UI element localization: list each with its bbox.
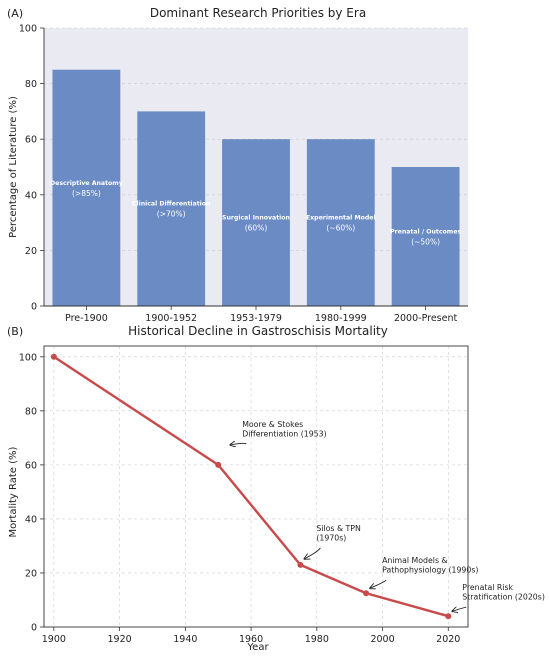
annotation-arrow (304, 547, 321, 559)
data-point (363, 590, 370, 597)
bar (222, 139, 290, 306)
bar (137, 111, 206, 307)
x-tick-label: 1980-1999 (315, 313, 367, 324)
x-tick-label: 1980 (305, 634, 329, 645)
bar-data-label-value: (>85%) (72, 189, 101, 198)
bar (52, 69, 121, 306)
x-tick-label: 1900 (42, 634, 66, 645)
panel-a-y-axis-label: Percentage of Literature (%) (8, 96, 19, 238)
panel-b-y-axis-label: Mortality Rate (%) (8, 446, 19, 537)
panel-b-chart: (B) Historical Decline in Gastroschisis … (7, 324, 545, 653)
data-point (50, 353, 57, 360)
annotation-arrow (230, 443, 247, 445)
bar-data-label: Surgical Innovation (222, 215, 290, 222)
annotation-text: Prenatal Risk (462, 583, 513, 592)
plot-area (44, 346, 468, 627)
annotation-arrow (370, 579, 387, 588)
x-tick-label: 1940 (173, 634, 197, 645)
plot-frame (43, 345, 469, 628)
x-tick-label: 2000-Present (394, 313, 458, 324)
panel-a-label: (A) (7, 7, 23, 20)
y-tick-label: 60 (25, 135, 37, 146)
annotation-text: Pathophysiology (1990s) (382, 566, 478, 575)
x-tick-label: Pre-1900 (65, 313, 108, 324)
y-tick-label: 40 (25, 190, 37, 201)
x-tick-label: 1920 (108, 634, 132, 645)
bar-data-label-value: (~50%) (411, 238, 440, 247)
panel-a-title: Dominant Research Priorities by Era (150, 6, 366, 20)
y-tick-label: 0 (31, 623, 37, 634)
bar-data-label-value: (>70%) (157, 210, 186, 219)
y-tick-label: 80 (25, 406, 37, 417)
annotation-text: Differentiation (1953) (242, 429, 326, 438)
y-tick-label: 0 (31, 302, 37, 313)
annotation-text: Moore & Stokes (242, 420, 303, 429)
y-tick-label: 20 (25, 568, 37, 579)
y-tick-label: 80 (25, 79, 37, 90)
y-tick-label: 20 (25, 246, 37, 257)
x-tick-label: 1953-1979 (230, 313, 282, 324)
bar-data-label: Experimental Model (306, 215, 376, 222)
x-tick-label: 2020 (436, 634, 460, 645)
y-tick-label: 100 (19, 352, 37, 363)
bar (306, 139, 375, 306)
x-tick-label: 2000 (370, 634, 394, 645)
data-point (297, 561, 304, 568)
data-point (215, 461, 222, 468)
annotation-text: Animal Models & (382, 556, 448, 565)
y-tick-label: 40 (25, 514, 37, 525)
panel-b-title: Historical Decline in Gastroschisis Mort… (128, 324, 388, 338)
bar-data-label: Clinical Differentiation (132, 201, 211, 208)
bar (391, 167, 460, 306)
annotation-text: (1970s) (316, 533, 346, 542)
annotation-text: Stratification (2020s) (462, 593, 545, 602)
x-tick-label: 1960 (239, 634, 263, 645)
panel-a-chart: (A) Dominant Research Priorities by Era … (7, 6, 468, 324)
data-point (445, 613, 452, 620)
y-tick-label: 100 (19, 24, 37, 35)
y-tick-label: 60 (25, 460, 37, 471)
bar-data-label-value: (~60%) (326, 224, 355, 233)
panel-b-x-axis-label: Year (246, 642, 269, 653)
bar-data-label: Descriptive Anatomy (50, 180, 123, 187)
panel-b-label: (B) (7, 325, 23, 338)
bar-data-label-value: (60%) (245, 224, 268, 233)
bar-data-label: Prenatal / Outcomes (390, 229, 461, 236)
x-tick-label: 1900-1952 (145, 313, 197, 324)
annotation-arrow (452, 607, 467, 611)
annotation-text: Silos & TPN (316, 524, 361, 533)
